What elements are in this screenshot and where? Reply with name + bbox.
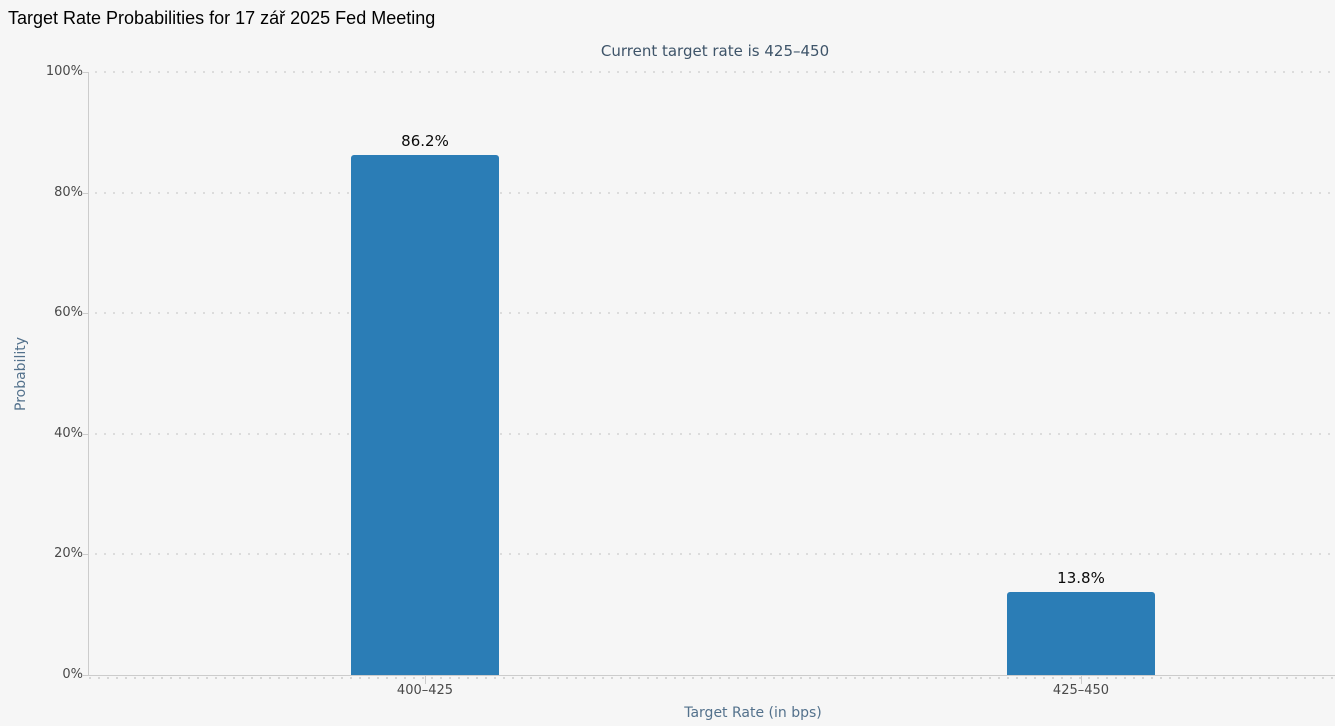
y-tick-mark [83,193,88,194]
y-tick-mark [83,313,88,314]
bar-425-450[interactable] [1007,592,1155,675]
y-tick-mark [83,434,88,435]
y-tick-label: 20% [54,546,83,561]
y-tick-mark [83,675,88,676]
gridline [95,553,1335,555]
y-tick-label: 40% [54,426,83,441]
y-axis-title: Probability [13,336,29,412]
x-axis-line [88,675,1335,676]
x-tick-mark [1081,675,1082,684]
y-tick-label: 100% [45,64,83,79]
x-axis-title: Target Rate (in bps) [684,705,822,721]
x-tick-mark [425,675,426,684]
gridline [95,312,1335,314]
gridline [95,433,1335,435]
gridline [95,192,1335,194]
gridline [95,71,1335,73]
y-tick-mark [83,554,88,555]
chart-title: Target Rate Probabilities for 17 zář 202… [8,8,436,28]
y-tick-label: 0% [62,667,83,682]
bar-value-label: 13.8% [1057,569,1105,587]
y-axis-line [88,72,89,675]
y-tick-mark [83,72,88,73]
chart-subtitle: Current target rate is 425–450 [600,42,830,60]
y-tick-label: 60% [54,305,83,320]
bar-400-425[interactable] [351,155,499,675]
bar-value-label: 86.2% [401,132,449,150]
x-axis-minor-ticks [89,677,1335,679]
x-category-label: 400–425 [396,683,454,698]
y-tick-label: 80% [54,185,83,200]
x-category-label: 425–450 [1052,683,1110,698]
